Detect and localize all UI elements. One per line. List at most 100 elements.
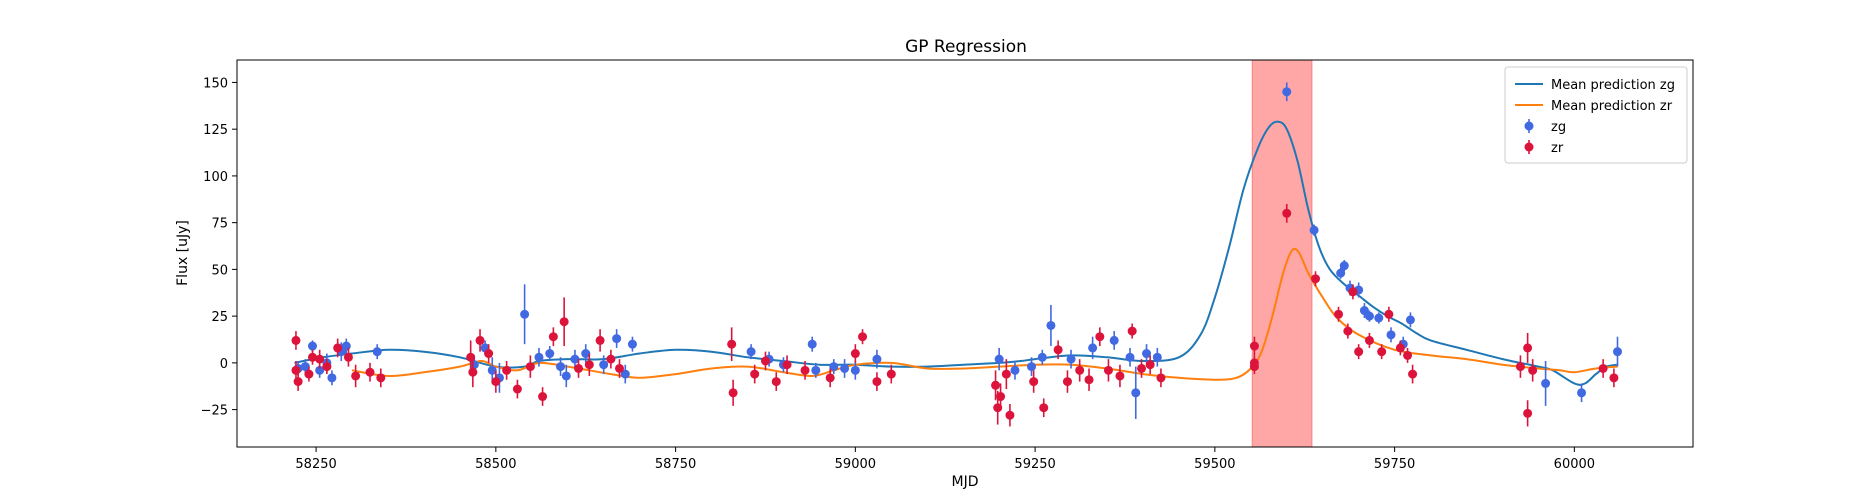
data-point (1127, 326, 1137, 336)
data-point (1010, 365, 1020, 375)
data-point (315, 365, 325, 375)
x-tick-label: 59000 (835, 457, 876, 472)
data-point (1377, 347, 1387, 357)
data-point (1364, 335, 1374, 345)
x-axis: 58250 58500 58750 59000 59250 59500 59750 60000 (295, 447, 1595, 472)
data-point (327, 373, 337, 383)
data-point (1156, 373, 1166, 383)
data-point (1142, 349, 1152, 359)
data-point (1613, 347, 1623, 357)
data-point (538, 392, 548, 402)
data-point (1088, 343, 1098, 353)
x-axis-label: MJD (952, 474, 979, 490)
data-point (351, 371, 361, 381)
legend-label: zg (1551, 120, 1566, 135)
data-point (746, 347, 756, 357)
data-point (829, 362, 839, 372)
data-point (872, 354, 882, 364)
data-point (1541, 378, 1551, 388)
data-point (581, 349, 591, 359)
plot-area (291, 59, 1623, 448)
data-point (559, 317, 569, 327)
data-point (1343, 326, 1353, 336)
data-point (1249, 362, 1259, 372)
legend-label: zr (1551, 141, 1564, 156)
y-tick-label: 50 (211, 263, 228, 278)
data-point (333, 343, 343, 353)
data-point (1103, 365, 1113, 375)
data-point (1403, 350, 1413, 360)
data-point (1084, 375, 1094, 385)
data-point (307, 341, 317, 351)
data-point (343, 352, 353, 362)
data-point (322, 362, 332, 372)
data-point (886, 369, 896, 379)
data-point (1354, 347, 1364, 357)
x-tick-label: 60000 (1554, 457, 1595, 472)
data-point (365, 367, 375, 377)
data-point (994, 354, 1004, 364)
data-point (520, 309, 530, 319)
data-point (595, 335, 605, 345)
data-point (1334, 309, 1344, 319)
chart-title: GP Regression (905, 37, 1027, 57)
data-point (1125, 352, 1135, 362)
y-axis-label: Flux [uJy] (175, 220, 191, 286)
data-point (627, 339, 637, 349)
data-point (1152, 352, 1162, 362)
data-point (1039, 403, 1049, 413)
data-point (307, 352, 317, 362)
data-point (300, 362, 310, 372)
data-point (727, 339, 737, 349)
data-point (1577, 388, 1587, 398)
data-point (1528, 365, 1538, 375)
y-tick-label: 75 (211, 217, 228, 232)
data-point (991, 380, 1001, 390)
data-point (1282, 208, 1292, 218)
data-point (728, 388, 738, 398)
x-tick-label: 59500 (1194, 457, 1235, 472)
data-point (545, 349, 555, 359)
data-point (1037, 352, 1047, 362)
data-point (534, 352, 544, 362)
data-point (525, 362, 535, 372)
data-point (1309, 225, 1319, 235)
y-tick-label: 150 (203, 76, 228, 91)
data-point (556, 362, 566, 372)
y-tick-label: 100 (203, 170, 228, 185)
data-point (475, 335, 485, 345)
data-point (548, 332, 558, 342)
data-point (561, 371, 571, 381)
data-point (750, 369, 760, 379)
data-point (293, 377, 303, 387)
data-point (1311, 274, 1321, 284)
x-tick-label: 59750 (1374, 457, 1415, 472)
data-point (1046, 320, 1056, 330)
y-tick-label: 125 (203, 123, 228, 138)
data-point (469, 360, 479, 370)
data-point (760, 356, 770, 366)
data-point (771, 377, 781, 387)
data-point (1053, 345, 1063, 355)
data-point (570, 354, 580, 364)
data-point (1405, 315, 1415, 325)
data-point (304, 369, 314, 379)
legend-marker-swatch (1524, 121, 1534, 131)
data-point (1598, 363, 1608, 373)
series-points-zg (293, 82, 1623, 419)
data-point (1523, 343, 1533, 353)
data-point (1374, 313, 1384, 323)
legend-entry-mean-prediction-zr: Mean prediction zr (1515, 99, 1673, 114)
legend-marker-swatch (1524, 142, 1534, 152)
legend: Mean prediction zg Mean prediction zr zg zr (1504, 66, 1688, 164)
data-point (599, 360, 609, 370)
data-point (612, 334, 622, 344)
data-point (1408, 369, 1418, 379)
data-point (1109, 335, 1119, 345)
data-point (850, 365, 860, 375)
data-point (502, 365, 512, 375)
data-point (620, 369, 630, 379)
data-point (807, 339, 817, 349)
data-point (1066, 354, 1076, 364)
y-tick-label: −25 (201, 404, 228, 419)
